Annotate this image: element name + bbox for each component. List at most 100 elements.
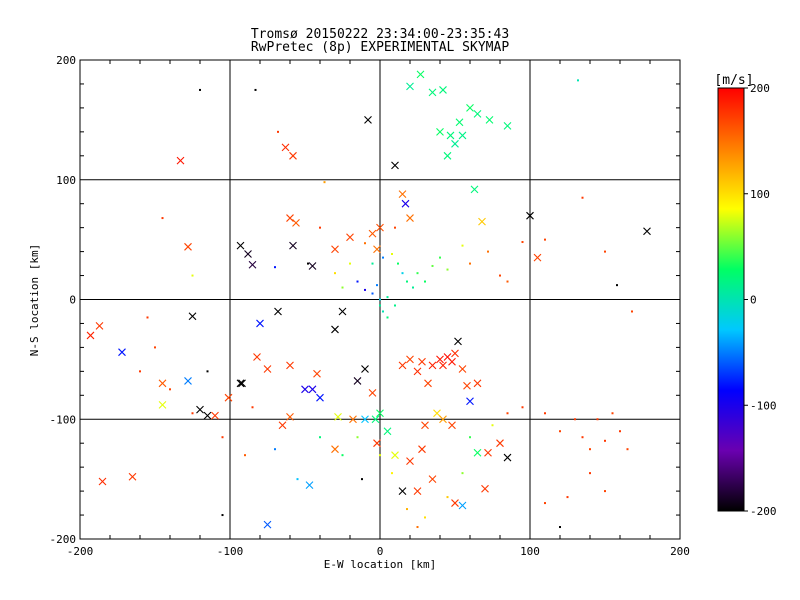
x-marker xyxy=(368,389,377,397)
dot-marker xyxy=(146,316,149,319)
x-tick-label: 200 xyxy=(670,545,690,558)
x-marker xyxy=(364,115,372,124)
x-marker xyxy=(406,82,414,91)
dot-marker xyxy=(416,272,419,275)
dot-marker xyxy=(604,439,606,442)
colorbar-tick-label: 100 xyxy=(750,188,770,201)
x-axis-label: E-W location [km] xyxy=(324,558,437,571)
dot-marker xyxy=(161,217,164,220)
dot-marker xyxy=(371,292,374,295)
dot-marker xyxy=(244,454,246,457)
x-marker xyxy=(86,331,95,340)
dot-marker xyxy=(631,310,633,313)
x-marker xyxy=(458,131,467,140)
x-marker xyxy=(424,379,432,388)
x-marker xyxy=(433,409,441,418)
x-marker xyxy=(436,355,444,364)
x-marker xyxy=(481,484,489,493)
dot-marker xyxy=(206,370,209,373)
dot-marker xyxy=(319,226,321,229)
dot-marker xyxy=(391,252,393,255)
x-marker xyxy=(451,139,459,148)
x-marker xyxy=(176,156,185,165)
x-marker xyxy=(398,361,407,370)
x-marker xyxy=(451,349,459,358)
dot-marker xyxy=(319,436,321,439)
dot-marker xyxy=(577,79,579,82)
dot-marker xyxy=(544,502,546,505)
dot-marker xyxy=(406,508,408,511)
x-marker xyxy=(286,412,294,421)
x-marker xyxy=(184,242,192,251)
x-marker xyxy=(188,312,197,321)
x-marker xyxy=(418,357,426,366)
y-tick-label: 0 xyxy=(69,294,76,307)
dot-marker xyxy=(191,412,194,415)
plot-frame xyxy=(79,59,681,540)
x-marker xyxy=(238,379,246,388)
x-marker xyxy=(211,411,219,420)
x-marker xyxy=(289,151,297,160)
dot-marker xyxy=(341,286,344,289)
x-marker xyxy=(224,393,233,402)
x-marker xyxy=(383,427,392,436)
dot-marker xyxy=(544,238,546,241)
x-marker xyxy=(503,121,512,130)
dot-marker xyxy=(307,262,309,265)
dot-marker xyxy=(397,262,399,265)
x-tick-label: -200 xyxy=(67,545,94,558)
dot-marker xyxy=(506,412,509,415)
x-marker xyxy=(418,445,426,454)
x-marker xyxy=(466,397,474,406)
x-marker xyxy=(533,253,542,262)
x-marker xyxy=(158,400,167,409)
x-marker xyxy=(473,379,482,388)
x-marker xyxy=(398,487,407,495)
x-marker xyxy=(305,481,314,490)
dot-marker xyxy=(323,181,326,184)
dot-marker xyxy=(491,424,494,427)
dot-marker xyxy=(559,526,561,529)
dot-marker xyxy=(277,130,279,133)
x-marker xyxy=(448,357,456,366)
dot-marker xyxy=(469,436,471,439)
dot-marker xyxy=(581,196,584,199)
dot-marker xyxy=(412,286,414,289)
x-marker xyxy=(485,115,494,124)
dot-marker xyxy=(382,256,384,259)
dot-marker xyxy=(386,316,389,319)
dot-marker xyxy=(431,264,434,267)
dot-marker xyxy=(361,478,363,481)
x-marker xyxy=(353,377,362,385)
x-marker xyxy=(253,353,261,361)
dot-marker xyxy=(574,418,576,421)
x-marker xyxy=(428,88,437,97)
dot-marker xyxy=(604,250,606,253)
x-marker xyxy=(428,475,437,484)
dot-marker xyxy=(376,284,378,287)
dot-marker xyxy=(401,272,404,275)
x-tick-label: -100 xyxy=(217,545,244,558)
dot-marker xyxy=(416,526,419,529)
dot-marker xyxy=(221,436,224,439)
y-tick-label: 200 xyxy=(56,54,76,67)
x-marker xyxy=(413,367,422,376)
colorbar-ticks: -200 -100 0 100 200 xyxy=(744,82,777,518)
dot-marker xyxy=(191,274,194,277)
x-marker xyxy=(316,393,324,402)
x-marker xyxy=(346,233,354,242)
colorbar-tick-label: 0 xyxy=(750,294,757,307)
x-marker xyxy=(401,199,410,208)
dot-marker xyxy=(341,454,344,457)
x-marker xyxy=(278,421,287,430)
x-marker xyxy=(451,499,459,507)
x-marker xyxy=(301,385,309,394)
x-marker xyxy=(376,409,384,418)
x-marker xyxy=(331,445,339,454)
chart-title: Tromsø 20150222 23:34:00-23:35:43 xyxy=(251,27,509,42)
x-marker xyxy=(361,415,369,424)
x-marker xyxy=(256,319,264,328)
dot-marker xyxy=(619,430,621,433)
x-marker xyxy=(496,439,504,448)
